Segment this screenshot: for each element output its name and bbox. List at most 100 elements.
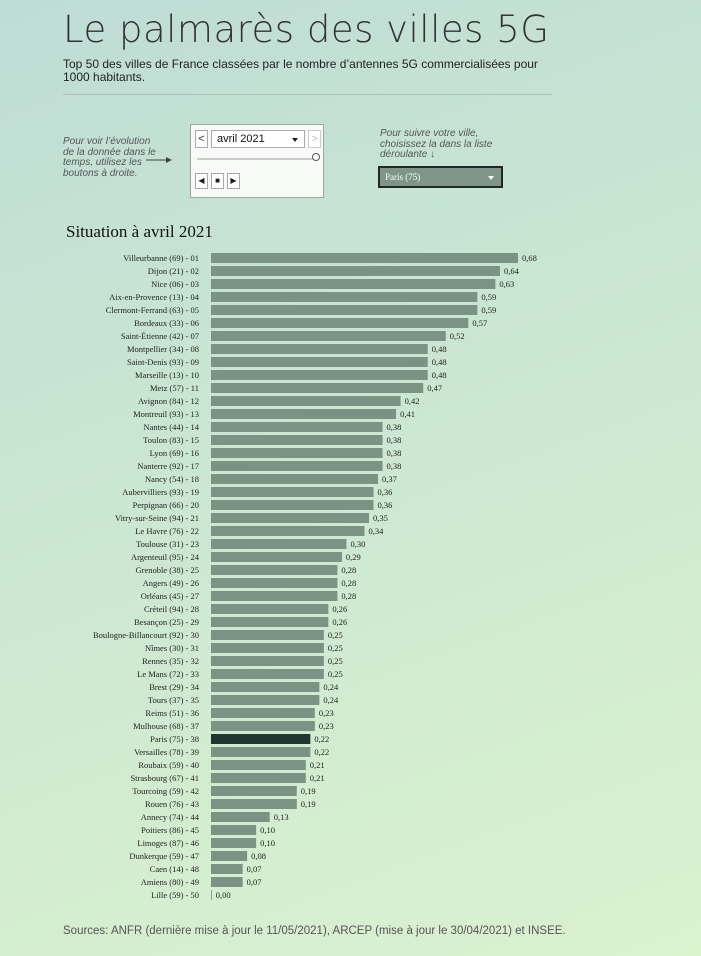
city-select-hint: Pour suivre votre ville, choisissez la d…	[380, 128, 493, 160]
category-label: Metz (57) - 11	[150, 383, 199, 393]
category-label: Nîmes (30) - 31	[145, 643, 199, 653]
bar[interactable]	[211, 851, 248, 861]
city-select[interactable]: Paris (75)	[378, 166, 503, 188]
category-label: Grenoble (38) - 25	[136, 565, 200, 575]
value-label: 0,64	[504, 266, 520, 276]
next-date-button[interactable]: >	[308, 130, 321, 148]
category-label: Orléans (45) - 27	[141, 591, 199, 601]
value-label: 0,52	[450, 331, 465, 341]
bar[interactable]	[211, 344, 428, 354]
value-label: 0,59	[481, 292, 496, 302]
bar[interactable]	[211, 721, 315, 731]
bar[interactable]	[211, 383, 424, 393]
bar[interactable]	[211, 838, 257, 848]
bar[interactable]	[211, 877, 243, 887]
bar[interactable]	[211, 656, 324, 666]
bar[interactable]	[211, 773, 306, 783]
bar[interactable]	[211, 617, 329, 627]
value-label: 0,26	[332, 604, 347, 614]
value-label: 0,36	[378, 500, 393, 510]
value-label: 0,38	[387, 448, 402, 458]
category-label: Montpellier (34) - 08	[127, 344, 199, 354]
stop-button[interactable]: ■	[211, 173, 224, 189]
category-label: Brest (29) - 34	[149, 682, 200, 692]
bar[interactable]	[211, 422, 383, 432]
bar[interactable]	[211, 786, 297, 796]
category-label: Tourcoing (59) - 42	[132, 786, 199, 796]
highlighted-bar[interactable]	[211, 734, 311, 744]
value-label: 0,59	[481, 305, 496, 315]
bar[interactable]	[211, 630, 324, 640]
bar[interactable]	[211, 253, 518, 263]
bar[interactable]	[211, 708, 315, 718]
value-label: 0,25	[328, 656, 343, 666]
category-label: Versailles (78) - 39	[134, 747, 199, 757]
chart-title: Situation à avril 2021	[66, 222, 213, 241]
bar[interactable]	[211, 305, 478, 315]
bar[interactable]	[211, 760, 306, 770]
value-label: 0,22	[314, 734, 329, 744]
bar[interactable]	[211, 279, 496, 289]
bar[interactable]	[211, 578, 338, 588]
bar[interactable]	[211, 565, 338, 575]
bar[interactable]	[211, 370, 428, 380]
previous-date-button[interactable]: <	[195, 130, 208, 148]
category-label: Avignon (84) - 12	[138, 396, 199, 406]
bar[interactable]	[211, 552, 342, 562]
bar[interactable]	[211, 435, 383, 445]
bar[interactable]	[211, 812, 270, 822]
bar[interactable]	[211, 526, 365, 536]
bar[interactable]	[211, 591, 338, 601]
value-label: 0,26	[332, 617, 347, 627]
value-label: 0,23	[319, 721, 334, 731]
value-label: 0,25	[328, 630, 343, 640]
bar[interactable]	[211, 682, 320, 692]
bar[interactable]	[211, 500, 374, 510]
value-label: 0,68	[522, 253, 537, 263]
bar[interactable]	[211, 669, 324, 679]
bar[interactable]	[211, 396, 401, 406]
date-select[interactable]: avril 2021	[211, 130, 305, 148]
bar[interactable]	[211, 864, 243, 874]
value-label: 0,35	[373, 513, 388, 523]
bar[interactable]	[211, 539, 347, 549]
bar[interactable]	[211, 461, 383, 471]
value-label: 0,57	[472, 318, 487, 328]
bar[interactable]	[211, 825, 257, 835]
category-label: Annecy (74) - 44	[141, 812, 200, 822]
bar[interactable]	[211, 513, 370, 523]
value-label: 0,25	[328, 669, 343, 679]
bar[interactable]	[211, 799, 297, 809]
category-label: Dijon (21) - 02	[148, 266, 199, 276]
step-back-button[interactable]: ◀	[195, 173, 208, 189]
bar[interactable]	[211, 487, 374, 497]
bar[interactable]	[211, 474, 379, 484]
category-label: Montreuil (93) - 13	[133, 409, 199, 419]
value-label: 0,48	[432, 370, 447, 380]
bar[interactable]	[211, 331, 446, 341]
city-select-value: Paris (75)	[385, 172, 421, 182]
play-button[interactable]: ▶	[227, 173, 240, 189]
bar[interactable]	[211, 292, 478, 302]
bar[interactable]	[211, 604, 329, 614]
bar[interactable]	[211, 266, 500, 276]
category-label: Strasbourg (67) - 41	[130, 773, 199, 783]
date-slider-track[interactable]	[197, 158, 315, 160]
bar[interactable]	[211, 357, 428, 367]
bar[interactable]	[211, 643, 324, 653]
value-label: 0,28	[341, 591, 356, 601]
bar[interactable]	[211, 890, 212, 900]
category-label: Bordeaux (33) - 06	[134, 318, 199, 328]
category-label: Caen (14) - 48	[150, 864, 199, 874]
bar[interactable]	[211, 695, 320, 705]
value-label: 0,24	[323, 695, 339, 705]
date-slider-handle[interactable]	[312, 153, 320, 161]
bar[interactable]	[211, 409, 397, 419]
category-label: Perpignan (66) - 20	[133, 500, 199, 510]
bar[interactable]	[211, 318, 469, 328]
value-label: 0,48	[432, 344, 447, 354]
value-label: 0,07	[247, 864, 262, 874]
bar[interactable]	[211, 747, 311, 757]
bar[interactable]	[211, 448, 383, 458]
page-subtitle: Top 50 des villes de France classées par…	[63, 57, 538, 84]
